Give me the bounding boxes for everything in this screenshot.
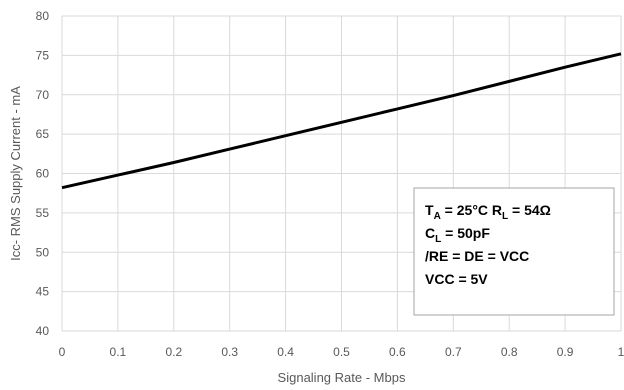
- x-tick-label: 0.1: [110, 345, 127, 359]
- grid: [61, 15, 622, 332]
- x-tick-label: 0.5: [333, 345, 350, 359]
- x-tick-label: 0.6: [389, 345, 406, 359]
- x-axis-label: Signaling Rate - Mbps: [278, 370, 406, 385]
- y-tick-label: 50: [36, 245, 50, 259]
- annotation-box: TA = 25°C RL = 54Ω CL = 50pF /RE = DE = …: [413, 187, 615, 316]
- x-tick-label: 0.7: [445, 345, 462, 359]
- annotation-border: [413, 187, 615, 316]
- x-tick-label: 0.2: [165, 345, 182, 359]
- annotation-line-supply: VCC = 5V: [425, 271, 488, 287]
- y-tick-labels: 40 45 50 55 60 65 70 75 80: [36, 9, 50, 338]
- x-tick-label: 0.4: [277, 345, 294, 359]
- y-tick-label: 40: [36, 324, 50, 338]
- y-tick-label: 45: [36, 285, 50, 299]
- annotation-line-load-capacitance: CL = 50pF: [425, 225, 490, 245]
- y-tick-label: 60: [36, 167, 50, 181]
- annotation-line-enable: /RE = DE = VCC: [425, 248, 529, 264]
- x-tick-label: 0: [59, 345, 66, 359]
- x-tick-label: 0.3: [221, 345, 238, 359]
- y-tick-label: 80: [36, 9, 50, 23]
- y-tick-label: 70: [36, 88, 50, 102]
- annotation-line-conditions: TA = 25°C RL = 54Ω: [425, 202, 551, 222]
- x-tick-label: 0.9: [557, 345, 574, 359]
- series-layer: [61, 52, 622, 190]
- y-axis-label: Icc- RMS Supply Current - mA: [8, 86, 23, 261]
- y-tick-label: 65: [36, 127, 50, 141]
- x-tick-label: 1: [618, 345, 624, 359]
- y-tick-label: 55: [36, 206, 50, 220]
- series-line: [61, 52, 622, 190]
- x-tick-label: 0.8: [501, 345, 518, 359]
- y-tick-label: 75: [36, 48, 50, 62]
- x-tick-labels: 0 0.1 0.2 0.3 0.4 0.5 0.6 0.7 0.8 0.9 1: [59, 345, 624, 359]
